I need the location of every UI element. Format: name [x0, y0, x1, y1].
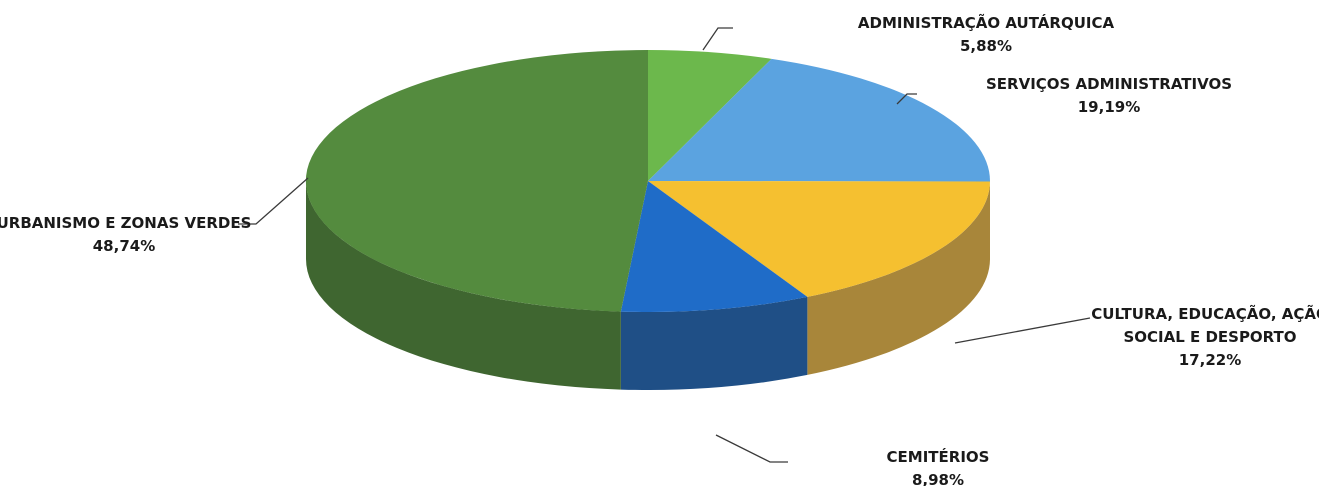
- slice-label-cemiterios: CEMITÉRIOS: [887, 447, 990, 466]
- slice-value-administracao: 5,88%: [960, 37, 1012, 55]
- pie-slice-cemiterios: [620, 181, 808, 313]
- pie-sides: [306, 181, 991, 391]
- leader-line-urbanismo: [238, 177, 309, 225]
- slice-label-urbanismo: URBANISMO E ZONAS VERDES: [0, 214, 251, 232]
- leader-line-cultura: [954, 317, 1091, 344]
- leader-line-administracao: [702, 27, 733, 51]
- leader-lines: [238, 27, 1091, 463]
- slice-label-cultura-line2: SOCIAL E DESPORTO: [1123, 328, 1296, 346]
- pie-side-cemiterios: [620, 296, 808, 391]
- leader-line-servicos: [896, 93, 917, 105]
- pie-slice-cultura: [648, 181, 990, 297]
- slice-value-urbanismo: 48,74%: [93, 237, 155, 255]
- pie-slice-administracao: [648, 50, 772, 181]
- slice-value-cultura: 17,22%: [1179, 351, 1241, 369]
- leader-line-cemiterios: [715, 434, 788, 463]
- pie-tops: [305, 50, 991, 313]
- pie-slice-urbanismo: [305, 50, 648, 312]
- pie-side-urbanismo: [306, 181, 621, 390]
- slice-label-cultura-line1: CULTURA, EDUCAÇÃO, AÇÃO: [1091, 304, 1319, 323]
- slice-label-administracao: ADMINISTRAÇÃO AUTÁRQUICA: [858, 13, 1115, 32]
- pie-slice-servicos: [648, 58, 991, 182]
- pie-side-cultura: [807, 181, 990, 375]
- slice-value-servicos: 19,19%: [1078, 98, 1140, 116]
- slice-label-servicos: SERVIÇOS ADMINISTRATIVOS: [986, 75, 1232, 93]
- slice-value-cemiterios: 8,98%: [912, 471, 964, 486]
